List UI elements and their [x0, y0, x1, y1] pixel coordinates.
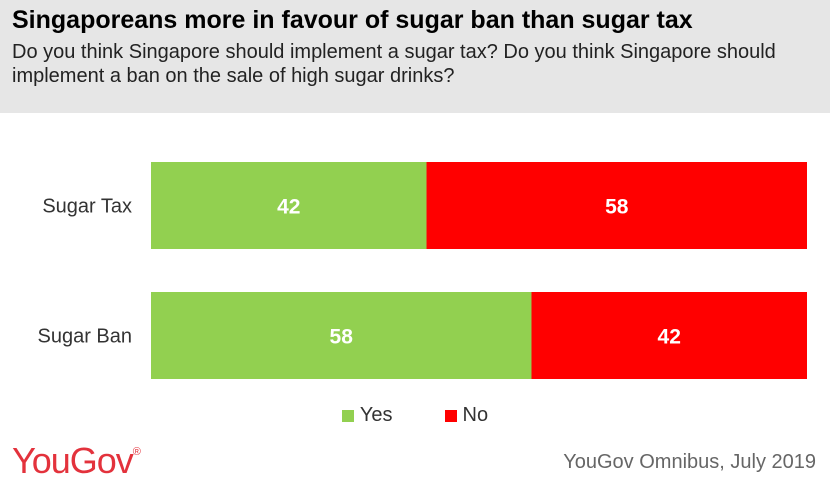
- legend-item-yes: Yes: [341, 404, 393, 427]
- logo-text: YouGov: [12, 440, 134, 481]
- bar-chart: Sugar Tax 42 58 Sugar Ban 58 42: [37, 162, 807, 379]
- legend: Yes No: [0, 404, 830, 427]
- legend-label-yes: Yes: [359, 404, 393, 426]
- header-band: Singaporeans more in favour of sugar ban…: [0, 0, 830, 113]
- bar-sugar-ban-no: [531, 292, 807, 379]
- yougov-logo: YouGov®: [12, 440, 141, 482]
- chart-subtitle: Do you think Singapore should implement …: [12, 41, 776, 87]
- bar-sugar-ban-yes: [151, 292, 532, 379]
- data-label-sugar-tax-no: 58: [605, 196, 629, 219]
- chart-title: Singaporeans more in favour of sugar ban…: [12, 6, 693, 34]
- legend-swatch-yes: [341, 409, 354, 422]
- data-label-sugar-ban-yes: 58: [330, 326, 354, 349]
- legend-swatch-no: [444, 409, 457, 422]
- legend-item-no: No: [444, 404, 489, 427]
- bar-sugar-tax-yes: [151, 162, 427, 249]
- legend-label-no: No: [462, 404, 489, 426]
- data-label-sugar-ban-no: 42: [658, 326, 681, 349]
- data-label-sugar-tax-yes: 42: [277, 196, 300, 219]
- registered-mark: ®: [132, 446, 141, 458]
- category-label-sugar-tax: Sugar Tax: [42, 196, 132, 218]
- category-label-sugar-ban: Sugar Ban: [37, 326, 132, 348]
- source-note: YouGov Omnibus, July 2019: [563, 451, 816, 473]
- bar-sugar-tax-no: [426, 162, 807, 249]
